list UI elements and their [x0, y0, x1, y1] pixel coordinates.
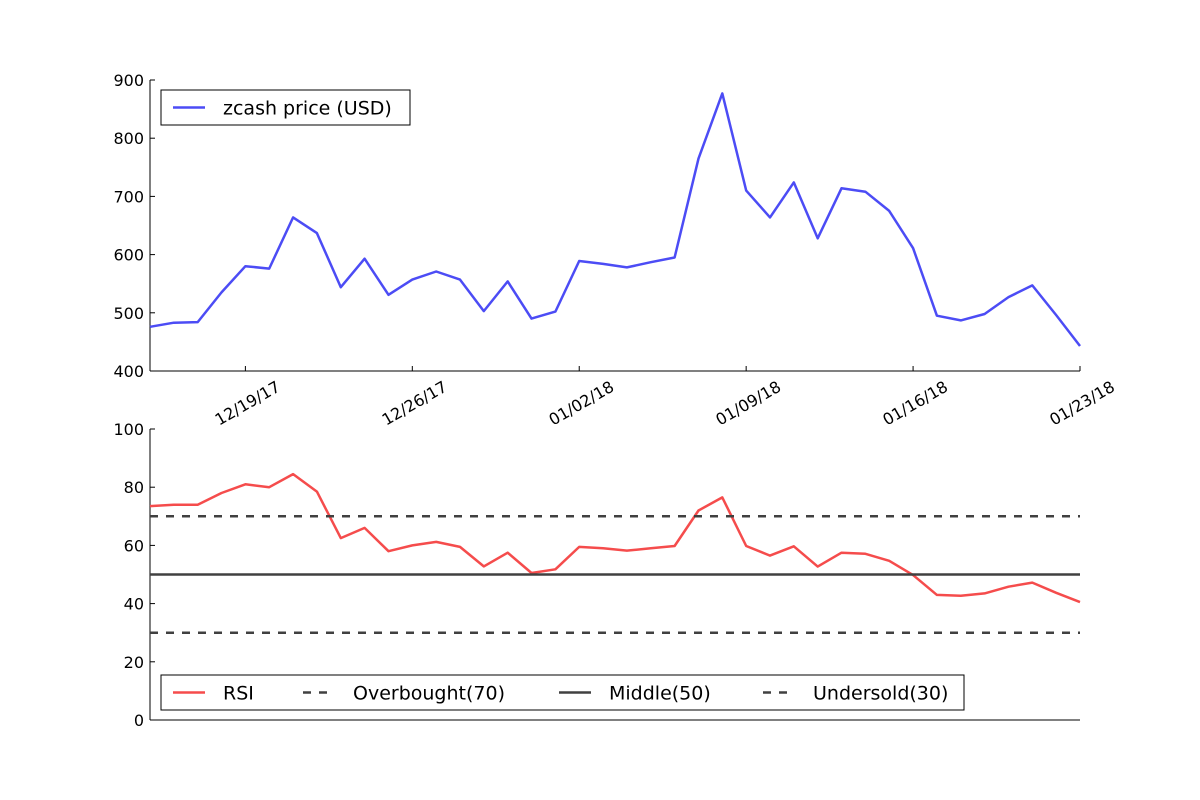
price-legend: zcash price (USD)	[160, 89, 411, 126]
price-y-tick-label: 600	[113, 246, 144, 265]
price-y-tick-label: 400	[113, 362, 144, 381]
price-y-tick-label: 900	[113, 71, 144, 90]
rsi-legend: RSI Overbought(70) Middle(50) Undersold(30)	[160, 674, 965, 711]
rsi-series-line	[149, 472, 1081, 604]
rsi-y-tick-label: 80	[124, 478, 144, 497]
rsi-y-tick-label: 0	[134, 711, 144, 730]
rsi-legend-label: RSI	[223, 683, 254, 705]
price-series-line	[149, 92, 1081, 347]
rsi-y-tick-label: 40	[124, 595, 144, 614]
rsi-chart-panel: 0 20 40 60 80 100 RSI Overbought(70) Middle(50) U…	[113, 420, 1081, 730]
rsi-y-tick-label: 100	[113, 420, 144, 439]
rsi-legend-label: Overbought(70)	[353, 683, 505, 705]
rsi-legend-label: Middle(50)	[609, 683, 711, 705]
price-y-tick-label: 500	[113, 304, 144, 323]
price-legend-label: zcash price (USD)	[223, 98, 392, 120]
rsi-y-tick-label: 20	[124, 653, 144, 672]
price-y-tick-label: 700	[113, 187, 144, 206]
rsi-y-tick-label: 60	[124, 536, 144, 555]
price-y-tick-label: 800	[113, 129, 144, 148]
rsi-legend-label: Undersold(30)	[813, 683, 948, 705]
